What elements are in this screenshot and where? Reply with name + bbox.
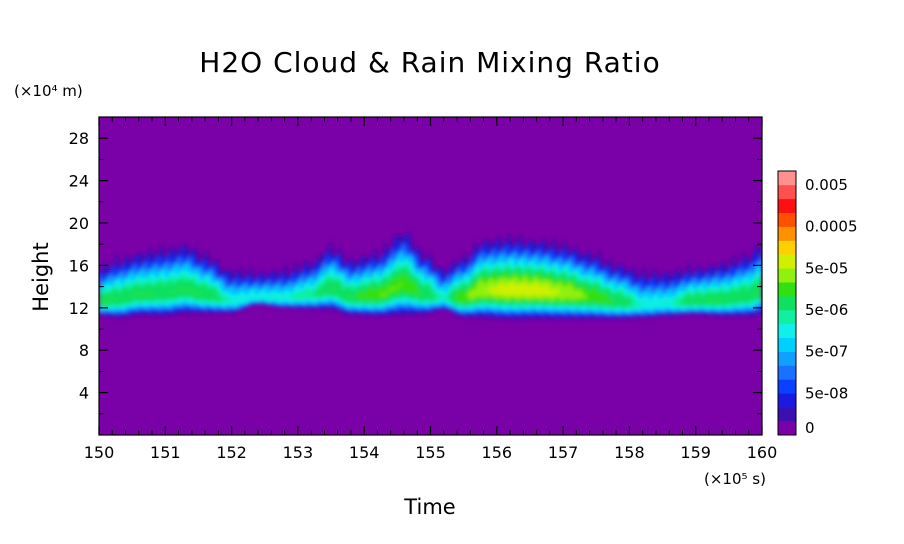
y-tick-label: 20 [69, 214, 89, 233]
x-unit-label: (×10⁵ s) [704, 470, 766, 488]
colorbar-label: 5e-08 [805, 384, 848, 402]
colorbar-swatch [778, 282, 796, 297]
contour-band [99, 277, 223, 307]
x-tick-label: 159 [680, 443, 711, 462]
colorbar-swatch [778, 379, 796, 394]
x-tick-label: 160 [747, 443, 778, 462]
contour-band [379, 282, 404, 296]
colorbar-swatch [778, 296, 796, 311]
contour-band [331, 272, 422, 301]
colorbar-label: 5e-06 [805, 301, 848, 319]
x-tick-label: 150 [84, 443, 115, 462]
colorbar: 0 5e-08 5e-07 5e-06 5e-05 0.0005 0.005 [777, 170, 858, 437]
y-axis-label: Height [29, 242, 53, 311]
y-tick-label: 12 [69, 299, 89, 318]
y-tick-label: 24 [69, 172, 89, 191]
colorbar-label: 5e-07 [805, 343, 848, 361]
colorbar-swatch [778, 407, 796, 422]
x-tick-label: 152 [216, 443, 247, 462]
contour-band [484, 281, 564, 298]
y-unit-label: (×10⁴ m) [14, 82, 83, 100]
contour-band [734, 295, 747, 300]
colorbar-swatch [778, 268, 796, 283]
colorbar-label: 0 [805, 419, 815, 437]
x-tick-label: 154 [349, 443, 380, 462]
colorbar-swatch [778, 240, 796, 255]
contour-band [680, 278, 762, 308]
colorbar-swatch [778, 351, 796, 366]
colorbar-label: 0.0005 [805, 218, 858, 236]
contour-band [753, 287, 762, 295]
colorbar-swatch [778, 254, 796, 269]
y-tick-label: 4 [79, 384, 89, 403]
x-axis-label: Time [403, 495, 455, 519]
colorbar-label: 5e-05 [805, 259, 848, 277]
colorbar-swatch [778, 226, 796, 241]
y-tick-label: 16 [69, 256, 89, 275]
x-tick-label: 158 [614, 443, 645, 462]
chart-title: H2O Cloud & Rain Mixing Ratio [199, 46, 660, 79]
colorbar-swatch [778, 337, 796, 352]
x-tick-label: 157 [548, 443, 579, 462]
colorbar-swatch [778, 309, 796, 325]
colorbar-swatch [778, 323, 796, 338]
colorbar-swatch [778, 393, 796, 408]
x-axis: 150 151 152 153 154 155 156 157 158 159 160 [84, 117, 778, 462]
colorbar-swatch [778, 212, 796, 227]
colorbar-swatch [778, 421, 796, 436]
y-axis: 4 8 12 16 20 24 28 [69, 129, 762, 415]
x-tick-label: 156 [482, 443, 513, 462]
contour-band [99, 290, 157, 304]
contour-band [725, 296, 729, 300]
x-tick-label: 155 [415, 443, 446, 462]
colorbar-swatch [778, 184, 796, 200]
colorbar-swatch [778, 171, 796, 186]
x-tick-label: 153 [283, 443, 314, 462]
contour-band [704, 298, 720, 303]
cloud-layer [99, 232, 762, 321]
y-tick-label: 28 [69, 129, 89, 148]
contour-band [695, 299, 699, 302]
colorbar-label: 0.005 [805, 176, 848, 194]
x-tick-label: 151 [150, 443, 181, 462]
y-tick-label: 8 [79, 341, 89, 360]
colorbar-frame [777, 170, 797, 436]
colorbar-swatch [778, 198, 796, 213]
colorbar-swatch [778, 365, 796, 380]
